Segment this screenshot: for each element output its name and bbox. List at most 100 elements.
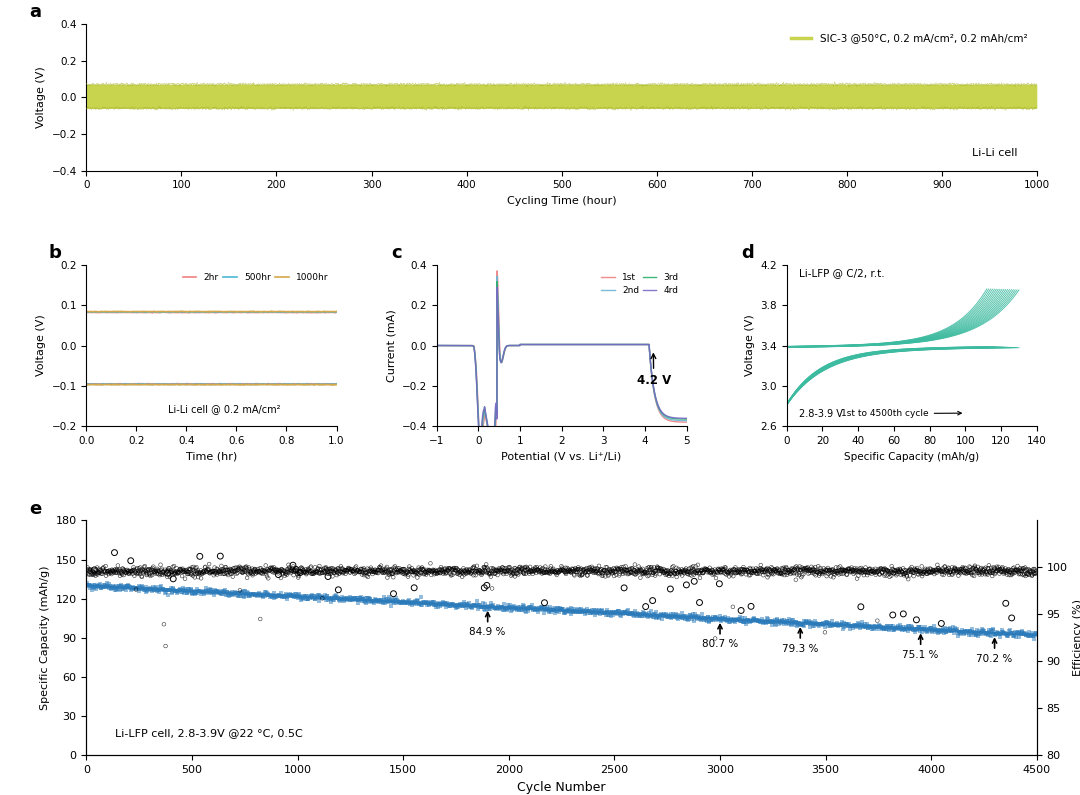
Point <box>151 584 168 597</box>
Point <box>494 601 511 614</box>
Point <box>446 599 463 611</box>
Point <box>847 621 864 634</box>
Point <box>447 561 464 574</box>
Point <box>792 618 809 630</box>
Point <box>968 624 985 637</box>
Point <box>112 565 130 578</box>
Point <box>384 596 402 609</box>
Point <box>913 564 930 577</box>
Point <box>923 625 941 638</box>
Point <box>382 564 400 576</box>
Point <box>729 565 746 578</box>
Point <box>856 565 874 578</box>
Point <box>212 565 229 578</box>
Point <box>929 566 946 579</box>
Point <box>696 611 713 624</box>
Point <box>633 607 650 620</box>
Point <box>944 625 961 638</box>
Point <box>652 562 670 575</box>
Point <box>551 602 568 615</box>
Point <box>368 594 386 607</box>
Point <box>900 566 917 579</box>
Point <box>1015 628 1032 641</box>
Point <box>897 622 915 635</box>
Point <box>680 566 698 579</box>
Point <box>849 565 866 578</box>
Point <box>586 565 604 578</box>
Point <box>980 629 997 642</box>
Point <box>332 594 349 607</box>
Point <box>269 564 286 576</box>
Point <box>342 564 360 577</box>
Point <box>504 566 522 579</box>
Point <box>177 565 194 578</box>
Point <box>264 561 281 574</box>
Point <box>762 566 780 579</box>
Point <box>745 611 762 624</box>
Point <box>800 615 818 627</box>
Point <box>256 564 273 577</box>
Point <box>475 560 492 573</box>
Point <box>602 607 619 619</box>
Point <box>936 625 954 638</box>
Point <box>837 564 854 577</box>
Point <box>642 564 659 576</box>
Point <box>426 568 443 580</box>
Point <box>552 564 569 577</box>
Point <box>184 564 201 576</box>
Point <box>586 562 604 575</box>
Point <box>386 564 403 576</box>
Point <box>449 566 467 579</box>
Point <box>890 564 907 576</box>
Point <box>462 601 480 614</box>
Point <box>410 564 428 576</box>
Point <box>553 603 570 616</box>
Point <box>891 619 908 632</box>
Point <box>719 566 737 579</box>
Point <box>886 564 903 576</box>
Point <box>413 562 430 575</box>
Point <box>754 563 771 576</box>
Point <box>956 567 973 580</box>
Point <box>255 590 272 603</box>
Point <box>334 562 351 575</box>
Point <box>1017 629 1035 642</box>
Point <box>712 615 729 627</box>
Point <box>146 565 163 578</box>
Point <box>661 611 678 623</box>
Point <box>856 621 874 634</box>
Point <box>133 582 150 595</box>
Point <box>948 625 966 638</box>
Point <box>158 567 175 580</box>
Point <box>860 622 877 634</box>
Point <box>814 616 832 629</box>
Point <box>815 562 833 575</box>
Point <box>714 611 731 624</box>
Point <box>522 565 539 578</box>
Point <box>407 596 424 609</box>
Point <box>735 563 753 576</box>
Point <box>926 564 943 576</box>
Point <box>286 588 303 600</box>
Point <box>951 626 969 638</box>
Point <box>384 571 402 584</box>
Point <box>456 598 473 611</box>
Point <box>1015 628 1032 641</box>
Point <box>684 612 701 625</box>
Point <box>739 564 756 576</box>
Point <box>774 563 792 576</box>
Point <box>122 580 139 593</box>
Point <box>244 568 261 580</box>
Point <box>602 565 619 578</box>
Point <box>131 568 148 580</box>
Point <box>133 581 150 594</box>
Point <box>362 561 379 574</box>
Point <box>500 602 517 615</box>
Point <box>728 566 745 579</box>
Point <box>433 563 450 576</box>
Point <box>257 566 274 579</box>
Point <box>711 564 728 576</box>
Point <box>739 564 756 576</box>
Point <box>750 566 767 579</box>
Point <box>201 557 218 570</box>
